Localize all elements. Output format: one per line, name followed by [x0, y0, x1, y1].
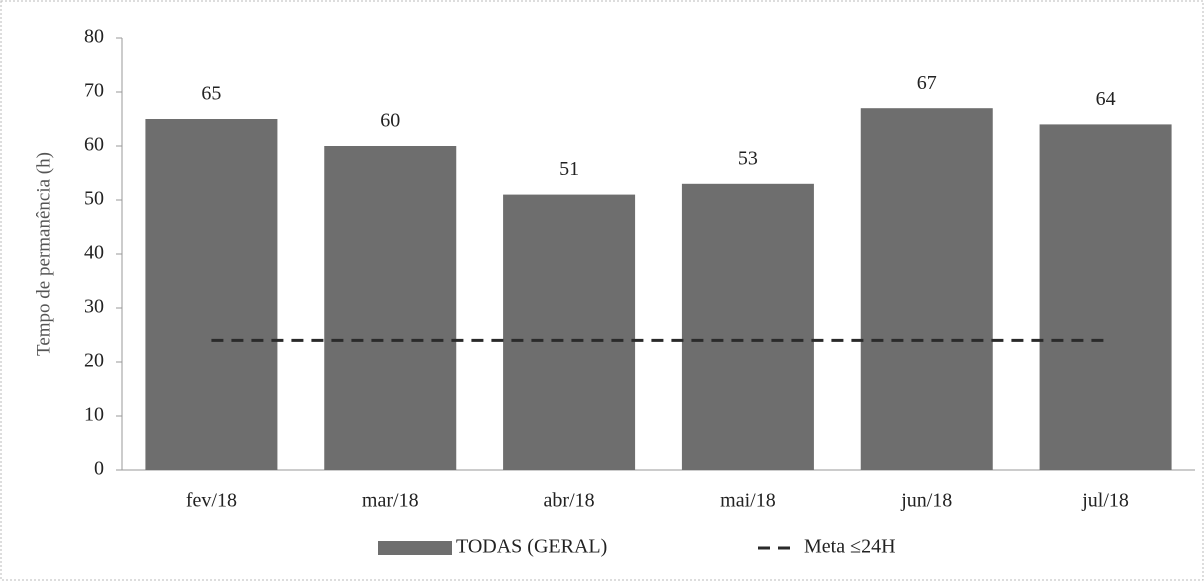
y-tick-label: 20 [84, 350, 104, 372]
x-tick-label: mar/18 [362, 490, 419, 512]
y-axis-label: Tempo de permanência (h) [33, 152, 54, 356]
data-label: 65 [201, 83, 221, 105]
y-tick-label: 0 [94, 458, 104, 480]
bar [1039, 124, 1172, 471]
x-tick-label: jul/18 [1081, 490, 1129, 512]
data-label: 53 [738, 147, 758, 169]
bar [145, 119, 278, 470]
legend-label: Meta ≤24H [804, 536, 896, 558]
x-tick-label: fev/18 [186, 490, 237, 512]
y-tick-label: 10 [84, 404, 104, 426]
x-tick-label: abr/18 [544, 490, 595, 512]
bar [503, 194, 636, 470]
legend-label: TODAS (GERAL) [456, 536, 607, 558]
y-tick-label: 30 [84, 296, 104, 318]
y-tick-label: 80 [84, 26, 104, 48]
data-label: 51 [559, 158, 579, 180]
x-tick-label: jun/18 [900, 490, 952, 512]
x-tick-label: mai/18 [720, 490, 776, 512]
data-label: 64 [1096, 88, 1116, 110]
y-tick-label: 50 [84, 188, 104, 210]
data-label: 67 [917, 72, 937, 94]
bar [681, 183, 814, 471]
bar [324, 146, 457, 470]
y-tick-label: 40 [84, 242, 104, 264]
legend-swatch [378, 541, 452, 555]
bar [860, 108, 993, 470]
y-tick-label: 60 [84, 134, 104, 156]
data-label: 60 [380, 110, 400, 132]
y-tick-label: 70 [84, 80, 104, 102]
